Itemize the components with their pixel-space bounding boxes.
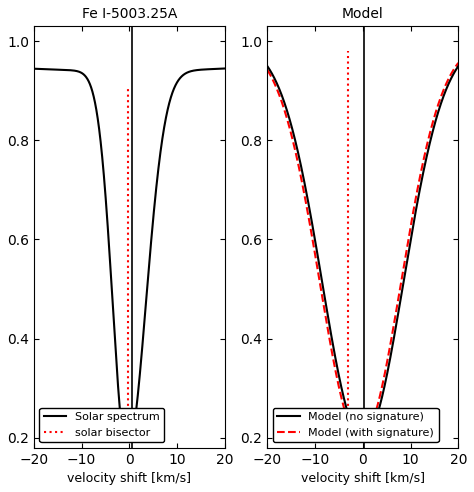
- Legend: Model (no signature), Model (with signature): Model (no signature), Model (with signat…: [273, 408, 438, 442]
- Title: Model: Model: [342, 7, 383, 21]
- Title: Fe I-5003.25A: Fe I-5003.25A: [82, 7, 177, 21]
- Legend: Solar spectrum, solar bisector: Solar spectrum, solar bisector: [39, 408, 164, 442]
- X-axis label: velocity shift [km/s]: velocity shift [km/s]: [67, 472, 191, 485]
- X-axis label: velocity shift [km/s]: velocity shift [km/s]: [301, 472, 425, 485]
